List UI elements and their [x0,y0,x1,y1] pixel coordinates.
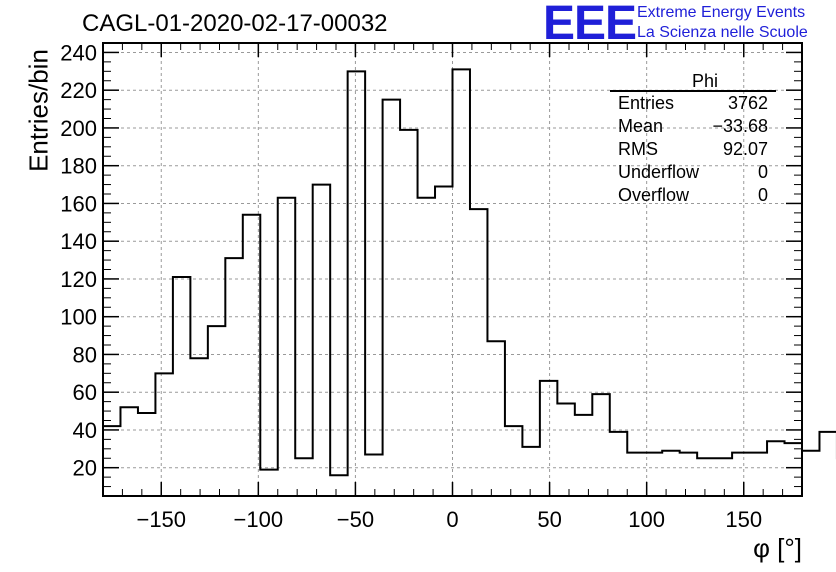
y-tick-label: 20 [73,456,97,481]
logo-caption-line2: La Scienza nelle Scuole [637,24,808,41]
y-tick-label: 160 [60,191,97,216]
y-tick-label: 60 [73,380,97,405]
x-tick-label: 50 [537,507,561,532]
y-axis-ticks: 20 40 60 80 100 120 140 160 180 200 220 240 [60,40,802,488]
x-tick-label: −50 [337,507,374,532]
logo-caption-line1: Extreme Energy Events [637,4,806,21]
x-axis-label: φ [°] [753,533,802,563]
chart-title: CAGL-01-2020-02-17-00032 [82,10,388,37]
x-tick-label: 150 [725,507,762,532]
stats-label: Entries [618,93,675,113]
y-tick-label: 220 [60,78,97,103]
y-tick-label: 140 [60,229,97,254]
stats-box: Phi Entries 3762 Mean −33.68 RMS 92.07 U… [610,72,776,207]
y-tick-label: 120 [60,267,97,292]
stats-row: RMS 92.07 [610,138,776,161]
stats-row: Overflow 0 [610,184,776,207]
y-tick-label: 80 [73,342,97,367]
y-tick-label: 180 [60,154,97,179]
logo-caption: Extreme Energy Events La Scienza nelle S… [637,3,808,43]
y-tick-label: 200 [60,116,97,141]
y-tick-label: 240 [60,40,97,65]
stats-label: Underflow [618,162,700,182]
y-axis-label: Entries/bin [23,49,54,172]
eee-logo: EEE [543,0,637,50]
stats-value: −33.68 [712,116,768,136]
x-tick-label: −100 [234,507,284,532]
y-tick-label: 100 [60,305,97,330]
stats-value: 0 [757,162,768,182]
plot-frame [102,42,803,497]
stats-row: Mean −33.68 [610,115,776,138]
stats-label: RMS [618,139,658,159]
y-tick-label: 40 [73,418,97,443]
x-axis-ticks: −150 −100 −50 0 50 100 150 [102,43,803,532]
stats-row: Entries 3762 [610,92,776,115]
stats-title: Phi [610,72,776,92]
stats-label: Overflow [618,185,690,205]
x-tick-label: 100 [628,507,665,532]
stats-value: 3762 [727,93,768,113]
histogram-series [103,68,836,477]
x-tick-label: 0 [446,507,458,532]
stats-row: Underflow 0 [610,161,776,184]
x-tick-label: −150 [136,507,186,532]
stats-label: Mean [618,116,664,136]
stats-value: 92.07 [722,139,768,159]
stats-value: 0 [757,185,768,205]
